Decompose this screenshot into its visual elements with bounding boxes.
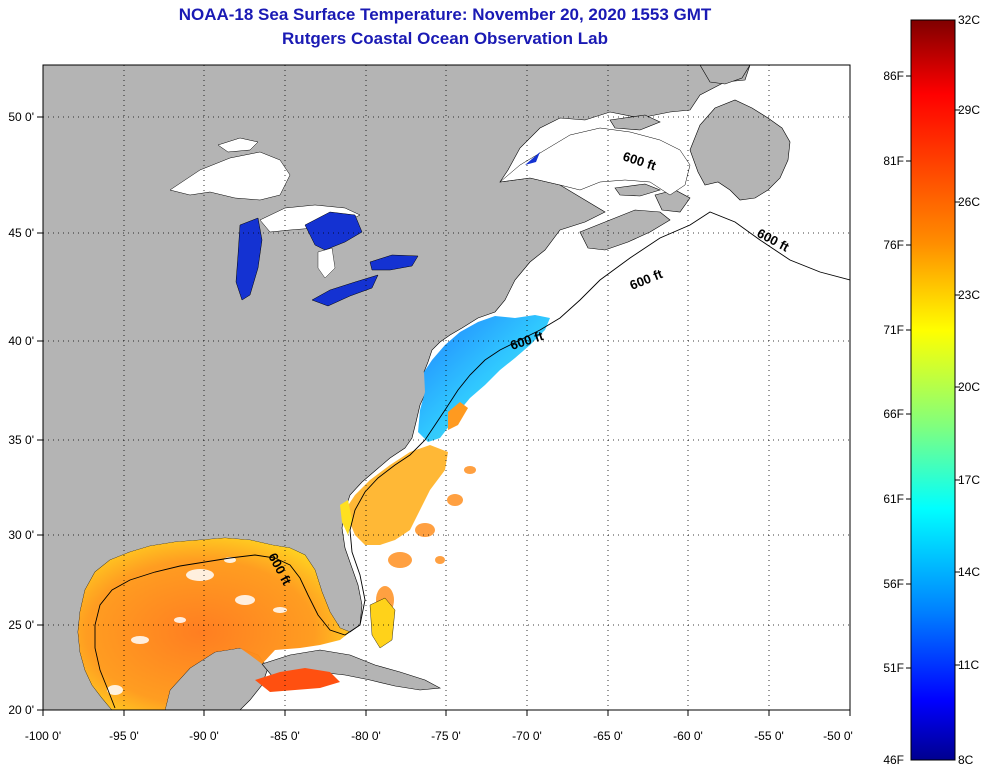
lat-label: 45 0' — [8, 226, 34, 240]
sst-gulf-stream-edge — [448, 402, 468, 430]
lon-label: -50 0' — [823, 729, 853, 743]
colorbar-c-label: 14C — [958, 565, 980, 579]
colorbar-c-label: 11C — [958, 658, 979, 672]
lon-label: -95 0' — [109, 729, 139, 743]
colorbar-f-label: 76F — [883, 238, 904, 252]
lake-small-white — [217, 137, 259, 153]
colorbar-f-label: 86F — [883, 69, 904, 83]
colorbar-f-label: 46F — [883, 753, 904, 767]
lake-ontario — [369, 254, 419, 271]
lon-label: -80 0' — [351, 729, 381, 743]
lake-michigan — [235, 217, 263, 301]
colorbar-f-label: 71F — [883, 323, 904, 337]
lat-label: 40 0' — [8, 334, 34, 348]
sst-caribbean-warm — [255, 668, 340, 692]
colorbar-c-label: 17C — [958, 473, 980, 487]
map-title: NOAA-18 Sea Surface Temperature: Novembe… — [178, 5, 712, 24]
colorbar-f-label: 81F — [883, 154, 904, 168]
lon-label: -90 0' — [189, 729, 219, 743]
colorbar-ticks — [906, 75, 960, 669]
lat-label: 35 0' — [8, 433, 34, 447]
colorbar-c-label: 20C — [958, 380, 980, 394]
contour-600ft — [94, 211, 850, 709]
lon-label: -60 0' — [673, 729, 703, 743]
lake-erie — [311, 274, 379, 307]
land-labrador-tip — [699, 65, 751, 85]
sst-florida-coast — [340, 500, 352, 535]
latitude-labels: 50 0' 45 0' 40 0' 35 0' 30 0' 25 0' 20 0… — [8, 110, 34, 717]
colorbar-f-label: 61F — [883, 492, 904, 506]
sst-bahamas — [369, 597, 396, 649]
lat-label: 25 0' — [8, 618, 34, 632]
lat-label: 50 0' — [8, 110, 34, 124]
colorbar-f-label: 66F — [883, 407, 904, 421]
land-nova-scotia — [579, 209, 671, 251]
sst-southeast-coast — [345, 445, 448, 545]
gulf-st-lawrence — [499, 127, 691, 196]
lon-label: -65 0' — [593, 729, 623, 743]
lon-label: -100 0' — [25, 729, 61, 743]
land-pei — [614, 183, 661, 197]
colorbar-celsius-labels: 32C 29C 26C 23C 20C 17C 14C 11C 8C — [958, 13, 980, 767]
map-area: 600 ft 600 ft 600 ft 600 ft 600 ft — [43, 65, 850, 710]
lon-label: -55 0' — [754, 729, 784, 743]
map-subtitle: Rutgers Coastal Ocean Observation Lab — [282, 29, 608, 48]
colorbar-f-label: 51F — [883, 661, 904, 675]
lake-strip — [525, 152, 540, 165]
lon-label: -70 0' — [512, 729, 542, 743]
land-newfoundland — [689, 99, 791, 201]
axis-ticks — [37, 116, 851, 716]
lat-label: 30 0' — [8, 528, 34, 542]
lake-huron — [304, 211, 363, 251]
colorbar-c-label: 29C — [958, 103, 980, 117]
lon-label: -75 0' — [431, 729, 461, 743]
lat-label: 20 0' — [8, 703, 34, 717]
land-anticosti — [609, 114, 661, 131]
colorbar-fahrenheit-labels: 86F 81F 76F 71F 66F 61F 56F 51F 46F — [883, 69, 904, 767]
colorbar-c-label: 32C — [958, 13, 980, 27]
colorbar-f-label: 56F — [883, 577, 904, 591]
sst-gulf-of-mexico — [78, 538, 350, 710]
lon-label: -85 0' — [270, 729, 300, 743]
lake-huron-white — [317, 247, 336, 279]
colorbar-c-label: 8C — [958, 753, 974, 767]
colorbar-c-label: 23C — [958, 288, 980, 302]
colorbar-c-label: 26C — [958, 195, 980, 209]
colorbar — [910, 19, 956, 761]
longitude-labels: -100 0' -95 0' -90 0' -85 0' -80 0' -75 … — [25, 729, 853, 743]
